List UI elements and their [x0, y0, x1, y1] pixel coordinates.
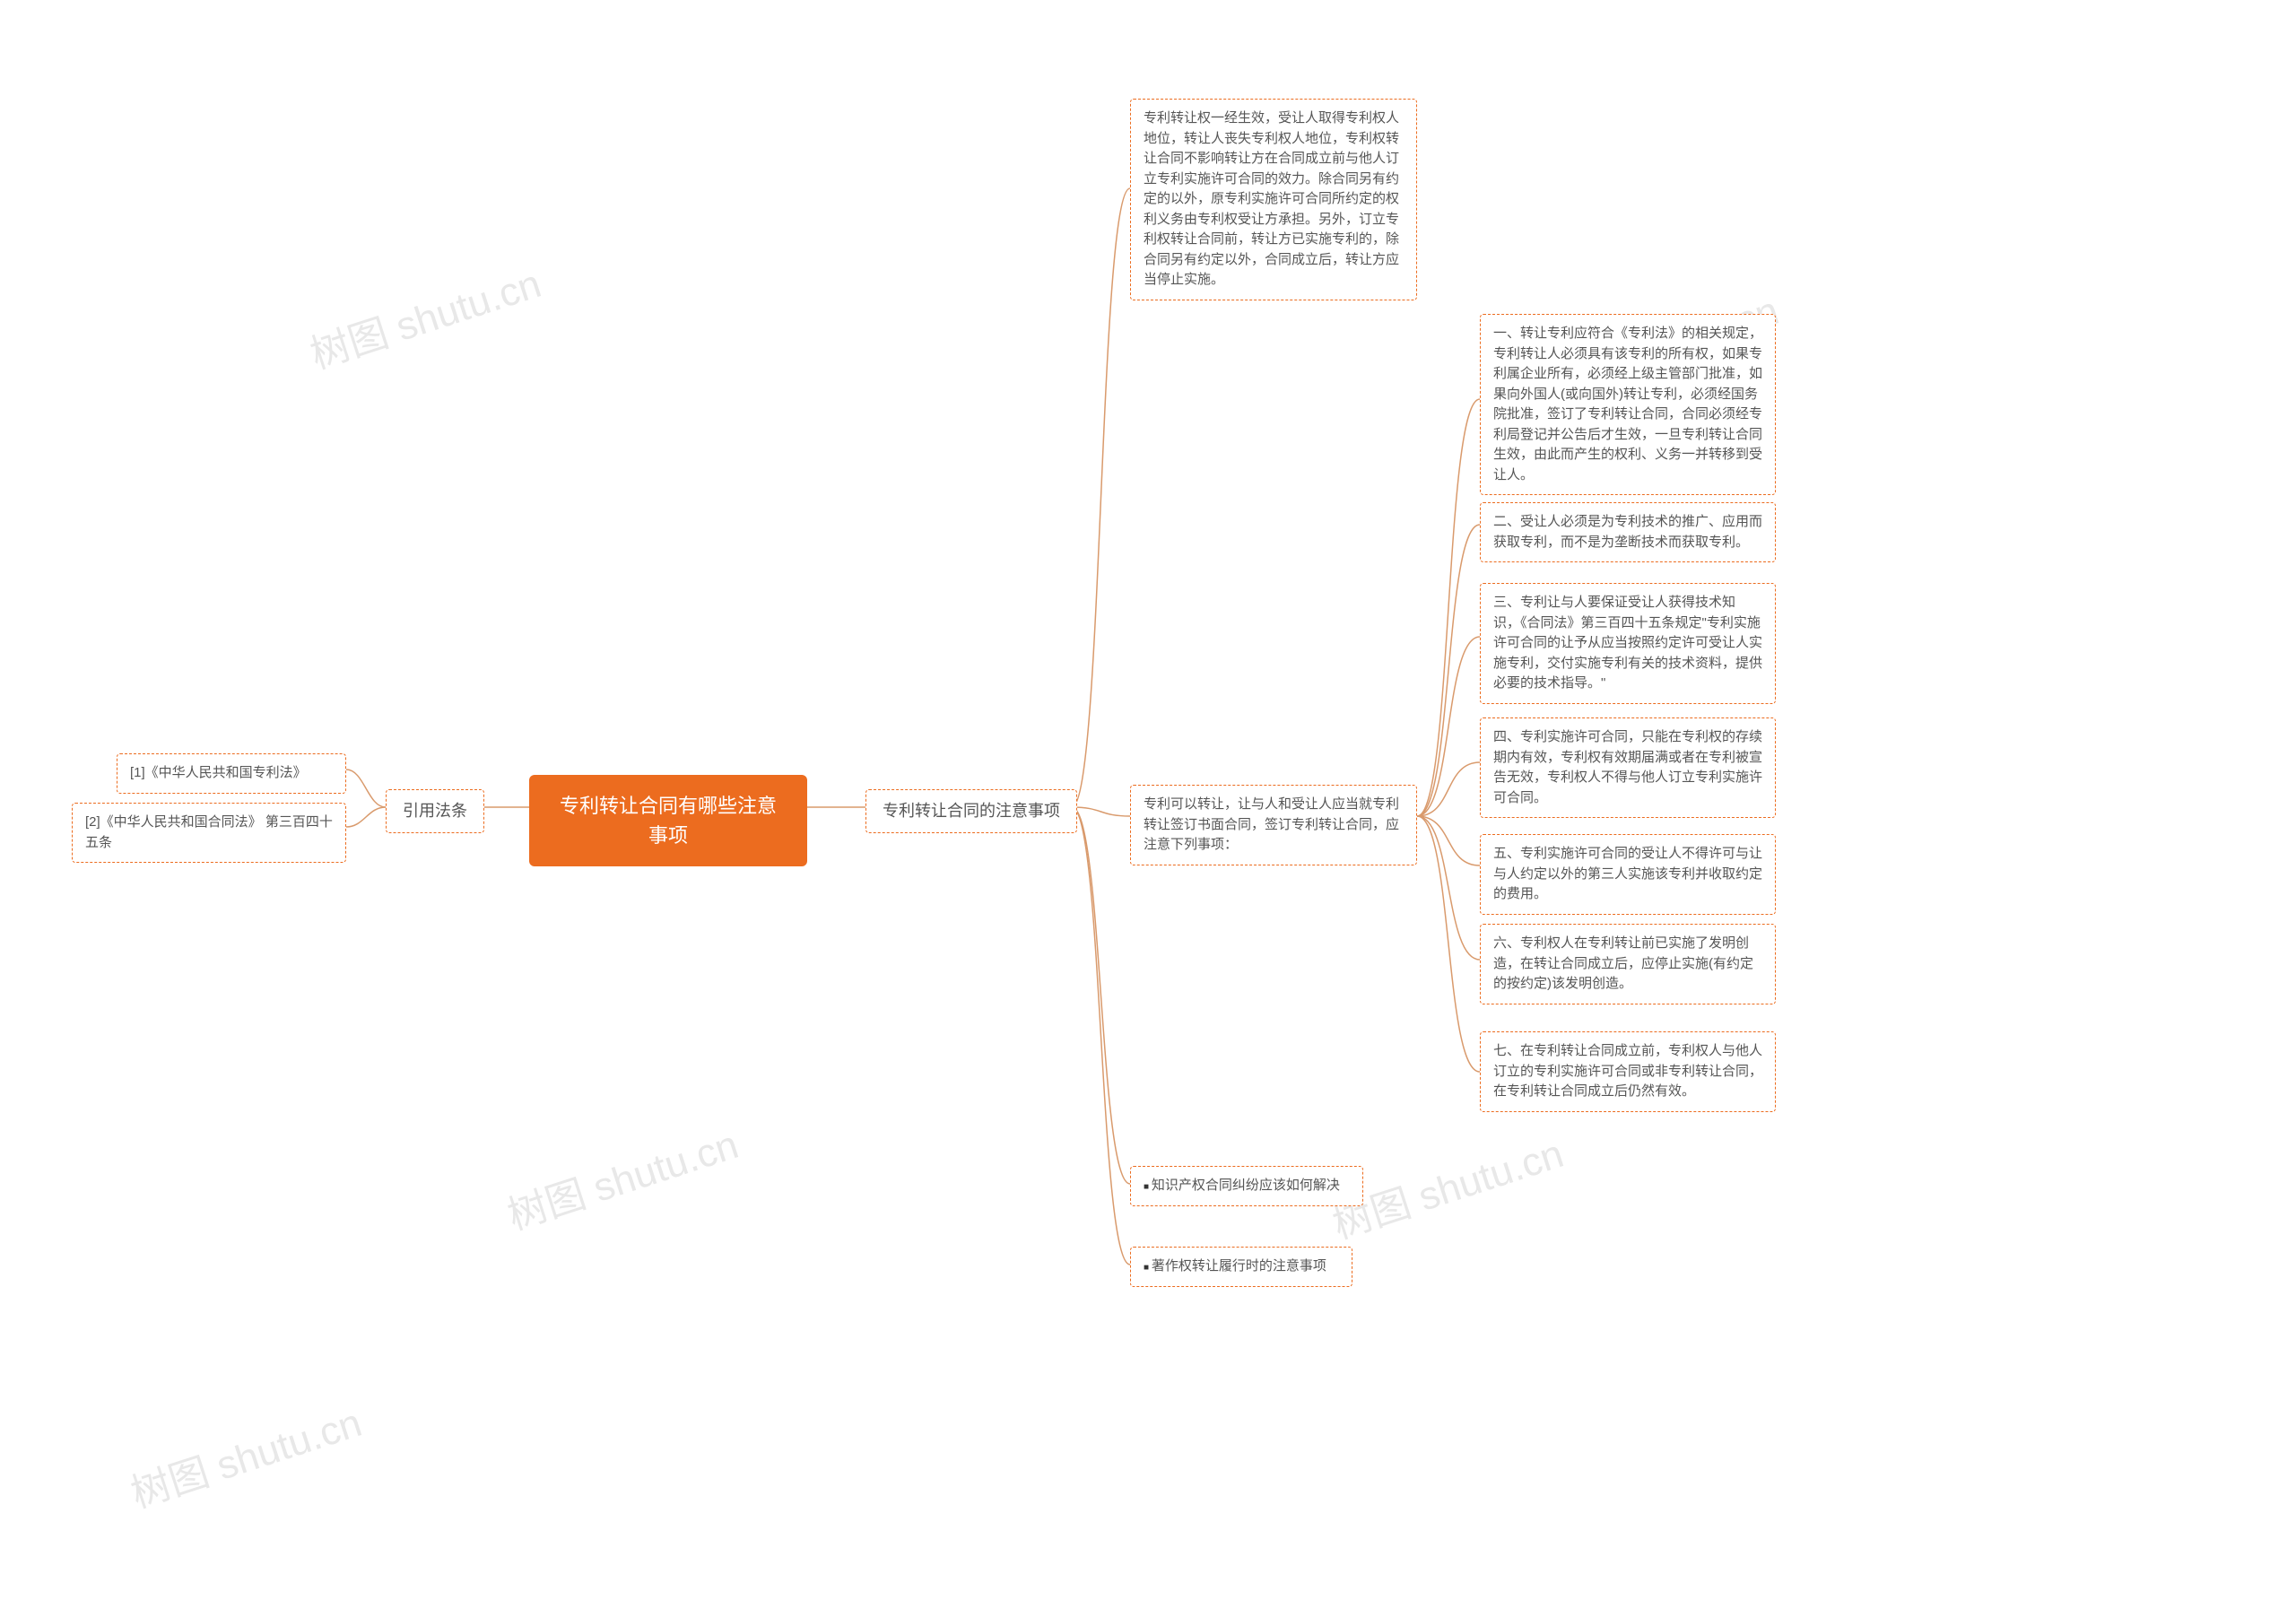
watermark: 树图 shutu.cn — [500, 1112, 744, 1240]
left-leaf-2[interactable]: [2]《中华人民共和国合同法》 第三百四十五条 — [72, 803, 346, 863]
detail-leaf-3[interactable]: 三、专利让与人要保证受让人获得技术知识，《合同法》第三百四十五条规定"专利实施许… — [1480, 583, 1776, 704]
mid-leaf-text: 专利可以转让，让与人和受让人应当就专利转让签订书面合同，签订专利转让合同，应注意… — [1144, 796, 1399, 852]
detail-leaf-1[interactable]: 一、转让专利应符合《专利法》的相关规定，专利转让人必须具有该专利的所有权，如果专… — [1480, 314, 1776, 495]
left-branch-label: 引用法条 — [403, 802, 467, 820]
bullet-leaf-1[interactable]: 知识产权合同纠纷应该如何解决 — [1130, 1166, 1363, 1206]
right-branch-label: 专利转让合同的注意事项 — [883, 802, 1060, 820]
top-leaf-text: 专利转让权一经生效，受让人取得专利权人地位，转让人丧失专利权人地位，专利权转让合… — [1144, 110, 1399, 287]
bullet-leaf-2[interactable]: 著作权转让履行时的注意事项 — [1130, 1247, 1352, 1287]
detail-leaf-7[interactable]: 七、在专利转让合同成立前，专利权人与他人订立的专利实施许可合同或非专利转让合同，… — [1480, 1031, 1776, 1112]
bullet-leaf-1-text: 知识产权合同纠纷应该如何解决 — [1152, 1178, 1340, 1193]
detail-leaf-5-text: 五、专利实施许可合同的受让人不得许可与让与人约定以外的第三人实施该专利并收取约定… — [1493, 846, 1762, 901]
detail-leaf-4[interactable]: 四、专利实施许可合同，只能在专利权的存续期内有效，专利权有效期届满或者在专利被宣… — [1480, 717, 1776, 818]
root-node[interactable]: 专利转让合同有哪些注意事项 — [529, 775, 807, 866]
left-leaf-1[interactable]: [1]《中华人民共和国专利法》 — [117, 753, 346, 794]
bullet-leaf-2-text: 著作权转让履行时的注意事项 — [1152, 1258, 1326, 1274]
detail-leaf-2[interactable]: 二、受让人必须是为专利技术的推广、应用而获取专利，而不是为垄断技术而获取专利。 — [1480, 502, 1776, 562]
detail-leaf-6[interactable]: 六、专利权人在专利转让前已实施了发明创造，在转让合同成立后，应停止实施(有约定的… — [1480, 924, 1776, 1004]
watermark: 树图 shutu.cn — [123, 1390, 368, 1518]
detail-leaf-3-text: 三、专利让与人要保证受让人获得技术知识，《合同法》第三百四十五条规定"专利实施许… — [1493, 595, 1762, 691]
watermark: 树图 shutu.cn — [302, 251, 547, 379]
top-leaf[interactable]: 专利转让权一经生效，受让人取得专利权人地位，转让人丧失专利权人地位，专利权转让合… — [1130, 99, 1417, 300]
left-leaf-1-text: [1]《中华人民共和国专利法》 — [130, 765, 307, 780]
detail-leaf-6-text: 六、专利权人在专利转让前已实施了发明创造，在转让合同成立后，应停止实施(有约定的… — [1493, 935, 1753, 991]
mindmap-diagram: 树图 shutu.cn 树图 shutu.cn 树图 shutu.cn 树图 s… — [0, 0, 2296, 1600]
left-leaf-2-text: [2]《中华人民共和国合同法》 第三百四十五条 — [85, 814, 333, 850]
root-title: 专利转让合同有哪些注意事项 — [560, 795, 777, 847]
right-branch[interactable]: 专利转让合同的注意事项 — [865, 789, 1077, 833]
detail-leaf-5[interactable]: 五、专利实施许可合同的受让人不得许可与让与人约定以外的第三人实施该专利并收取约定… — [1480, 834, 1776, 915]
detail-leaf-2-text: 二、受让人必须是为专利技术的推广、应用而获取专利，而不是为垄断技术而获取专利。 — [1493, 514, 1762, 550]
detail-leaf-4-text: 四、专利实施许可合同，只能在专利权的存续期内有效，专利权有效期届满或者在专利被宣… — [1493, 729, 1762, 805]
mid-leaf[interactable]: 专利可以转让，让与人和受让人应当就专利转让签订书面合同，签订专利转让合同，应注意… — [1130, 785, 1417, 865]
detail-leaf-1-text: 一、转让专利应符合《专利法》的相关规定，专利转让人必须具有该专利的所有权，如果专… — [1493, 326, 1762, 483]
left-branch[interactable]: 引用法条 — [386, 789, 484, 833]
detail-leaf-7-text: 七、在专利转让合同成立前，专利权人与他人订立的专利实施许可合同或非专利转让合同，… — [1493, 1043, 1762, 1099]
